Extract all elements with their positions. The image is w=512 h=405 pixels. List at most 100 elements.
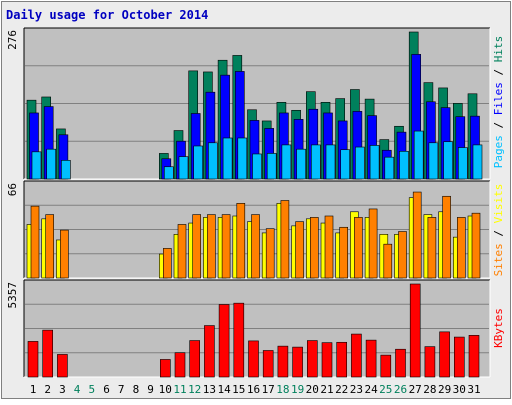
- bar-sites-day-3: [60, 229, 69, 279]
- bar-kbytes-day-30: [453, 336, 465, 378]
- bar-kbytes-day-14: [218, 304, 230, 378]
- bar-sites-day-26: [398, 231, 407, 279]
- x-tick-label-day-19: 19: [291, 383, 304, 396]
- bar-sites-day-17: [265, 228, 275, 279]
- bar-kbytes-day-2: [42, 329, 54, 378]
- bar-kbytes-day-15: [233, 302, 245, 378]
- bar-sites-day-31: [471, 212, 481, 279]
- legend-entry-visits: Visits: [492, 184, 505, 224]
- x-tick-label-day-31: 31: [467, 383, 480, 396]
- bar-pages-day-24: [369, 145, 380, 180]
- bar-kbytes-day-11: [174, 352, 186, 378]
- bar-kbytes-day-19: [292, 346, 303, 378]
- x-tick-label-day-28: 28: [423, 383, 436, 396]
- legend-entry-hits: Hits: [492, 36, 505, 63]
- bar-sites-day-12: [192, 214, 201, 279]
- x-tick-label-day-6: 6: [103, 383, 110, 396]
- bar-sites-day-10: [163, 248, 172, 279]
- bar-sites-day-19: [295, 221, 304, 279]
- bar-sites-day-15: [236, 203, 246, 279]
- bar-sites-day-27: [412, 191, 422, 279]
- series-legend-bottom: KBytes: [492, 308, 505, 348]
- bar-sites-day-25: [383, 243, 393, 279]
- x-tick-label-day-3: 3: [59, 383, 66, 396]
- bar-kbytes-day-12: [189, 340, 200, 378]
- x-tick-label-day-22: 22: [335, 383, 348, 396]
- bar-pages-day-29: [443, 141, 453, 180]
- legend-separator: /: [492, 115, 505, 135]
- bar-sites-day-23: [354, 217, 363, 279]
- bar-sites-day-20: [309, 217, 319, 279]
- x-tick-label-day-13: 13: [203, 383, 216, 396]
- x-tick-label-day-27: 27: [409, 383, 422, 396]
- x-tick-label-day-26: 26: [394, 383, 407, 396]
- bar-pages-day-2: [46, 148, 57, 180]
- bar-kbytes-day-26: [395, 348, 406, 378]
- bar-sites-day-14: [221, 214, 231, 279]
- x-tick-label-day-8: 8: [133, 383, 140, 396]
- bar-sites-day-22: [339, 226, 349, 279]
- x-tick-label-day-25: 25: [379, 383, 392, 396]
- legend-separator: /: [492, 62, 505, 82]
- bar-pages-day-31: [472, 144, 483, 180]
- bar-kbytes-day-16: [248, 340, 259, 378]
- bar-sites-day-21: [324, 215, 334, 279]
- bar-sites-day-11: [177, 224, 187, 279]
- x-tick-label-day-4: 4: [74, 383, 81, 396]
- x-tick-label-day-18: 18: [276, 383, 289, 396]
- bar-pages-day-3: [61, 160, 71, 180]
- bar-sites-day-28: [427, 217, 437, 279]
- bar-kbytes-day-18: [277, 345, 289, 378]
- x-tick-label-day-14: 14: [217, 383, 231, 396]
- x-tick-label-day-15: 15: [232, 383, 245, 396]
- bar-kbytes-day-31: [468, 335, 480, 378]
- bar-sites-day-16: [251, 214, 260, 279]
- bar-pages-day-20: [310, 144, 321, 180]
- x-tick-label-day-29: 29: [438, 383, 451, 396]
- bar-pages-day-27: [413, 130, 424, 180]
- x-tick-label-day-11: 11: [173, 383, 186, 396]
- bar-pages-day-30: [457, 147, 468, 180]
- legend-entry-kbytes: KBytes: [492, 308, 505, 348]
- bar-pages-day-19: [296, 148, 306, 180]
- x-tick-label-day-5: 5: [88, 383, 95, 396]
- bar-pages-day-16: [252, 153, 262, 180]
- legend-separator: /: [492, 223, 505, 243]
- x-tick-label-day-30: 30: [453, 383, 466, 396]
- legend-entry-sites: Sites: [492, 243, 505, 276]
- ymax-label-middle: 66: [6, 183, 19, 196]
- x-tick-label-day-1: 1: [30, 383, 37, 396]
- bar-pages-day-10: [164, 166, 174, 180]
- x-tick-label-day-10: 10: [159, 383, 172, 396]
- bar-kbytes-day-27: [409, 283, 421, 378]
- bar-kbytes-day-24: [365, 339, 377, 378]
- x-tick-label-day-9: 9: [147, 383, 154, 396]
- frame-shadow: [1, 1, 511, 399]
- bar-kbytes-day-28: [424, 346, 436, 378]
- bar-kbytes-day-3: [57, 354, 68, 378]
- x-tick-label-day-12: 12: [188, 383, 201, 396]
- x-tick-label-day-7: 7: [118, 383, 125, 396]
- bar-kbytes-day-17: [262, 350, 274, 378]
- ymax-label-bottom: 5357: [6, 282, 19, 309]
- legend-entry-pages: Pages: [492, 135, 505, 168]
- bar-sites-day-24: [368, 208, 378, 279]
- bar-sites-day-1: [30, 205, 40, 279]
- bar-pages-day-26: [399, 151, 409, 180]
- bar-pages-day-22: [340, 149, 351, 180]
- bar-pages-day-13: [208, 142, 218, 180]
- x-tick-label-day-24: 24: [364, 383, 378, 396]
- bar-kbytes-day-1: [27, 341, 39, 378]
- bar-pages-day-17: [266, 153, 277, 180]
- bar-kbytes-day-23: [351, 333, 362, 378]
- bar-sites-day-30: [456, 217, 466, 279]
- series-legend-middle: Sites / Visits: [492, 184, 505, 277]
- x-tick-label-day-17: 17: [262, 383, 275, 396]
- bar-kbytes-day-13: [204, 325, 215, 378]
- bar-pages-day-15: [237, 137, 248, 180]
- bar-pages-day-18: [281, 144, 292, 180]
- bar-sites-day-18: [280, 200, 290, 279]
- series-legend-top: Pages / Files / Hits: [492, 36, 505, 169]
- bar-kbytes-day-20: [306, 340, 318, 378]
- chart-title: Daily usage for October 2014: [6, 8, 208, 22]
